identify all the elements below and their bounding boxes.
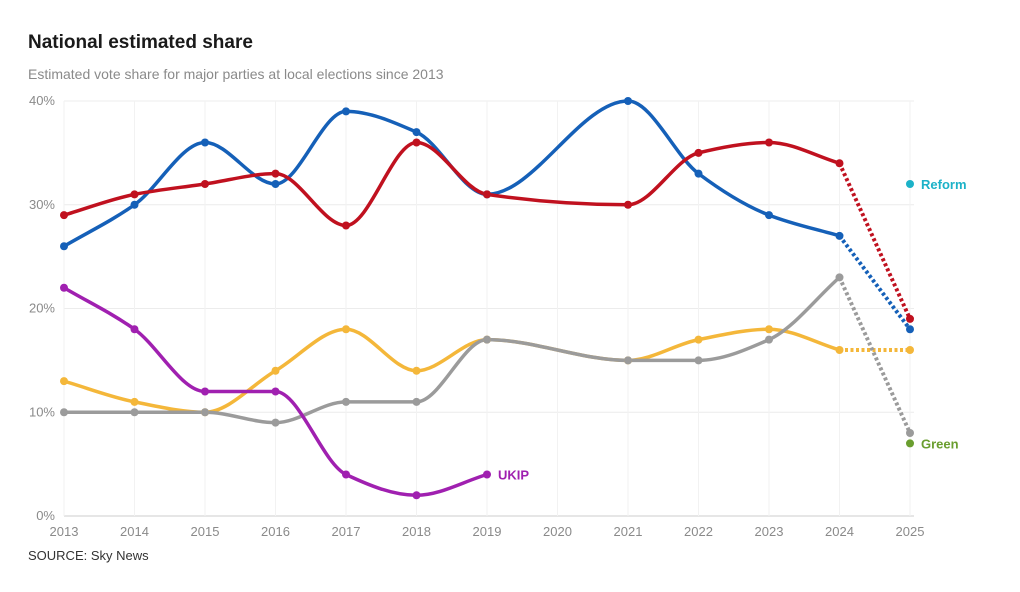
series-line-conservative [62,99,842,248]
data-point-others [201,408,209,417]
data-point-others [624,356,632,365]
series-projection-others [837,276,912,434]
series-line-others [62,275,842,425]
axes: 0% 10% 20% 30% 40% 2013 2014 2015 2016 2017 2018 20… [29,93,924,539]
data-point-labour [765,138,773,147]
data-point-conservative [412,128,421,137]
data-point-liberal-democrat [60,377,68,386]
y-tick-label: 0% [36,508,55,523]
data-point-ukip [271,387,280,396]
data-point-green [906,439,914,448]
x-tick-label: 2022 [684,524,713,539]
data-point-conservative [60,242,68,251]
series-labels: UKIP Reform Green [498,177,967,483]
data-point-ukip [201,387,209,396]
data-point-liberal-democrat [271,366,280,375]
gridlines [63,100,914,517]
chart-title: National estimated share [28,32,253,53]
x-tick-label: 2023 [755,524,784,539]
data-point-conservative [835,231,844,240]
y-tick-label: 40% [29,93,55,108]
x-tick-label: 2013 [50,524,79,539]
data-point-others [906,429,914,437]
data-point-labour [342,221,350,230]
chart-subtitle: Estimated vote share for major parties a… [28,66,444,82]
x-tick-label: 2018 [402,524,431,539]
data-point-labour [624,200,632,209]
data-point-ukip [483,470,491,479]
data-point-labour [60,211,68,220]
data-point-conservative [130,200,139,209]
x-tick-label: 2019 [473,524,502,539]
data-point-labour [694,148,703,157]
data-point-labour [412,138,421,147]
data-point-liberal-democrat [835,346,844,354]
data-point-others [271,418,280,427]
series-label-reform: Reform [921,177,967,192]
data-point-labour [201,180,209,188]
x-tick-label: 2021 [614,524,643,539]
x-tick-label: 2024 [825,524,854,539]
data-point-others [342,397,350,406]
series-label-ukip: UKIP [498,468,529,483]
series-label-green: Green [921,436,959,451]
y-tick-label: 30% [29,197,55,212]
data-point-conservative [271,180,280,188]
data-point-liberal-democrat [906,346,914,354]
data-point-others [412,397,421,406]
x-tick-label: 2017 [332,524,361,539]
series-projection-labour [837,162,912,320]
data-point-labour [906,314,914,323]
x-tick-label: 2025 [896,524,925,539]
data-point-conservative [342,107,350,116]
data-point-labour [483,190,491,199]
x-tick-label: 2015 [191,524,220,539]
data-point-others [483,335,491,344]
x-tick-label: 2016 [261,524,290,539]
y-tick-label: 10% [29,404,55,419]
x-tick-label: 2014 [120,524,149,539]
data-point-ukip [412,491,421,500]
data-point-others [835,273,844,282]
y-tick-label: 20% [29,301,55,316]
data-point-conservative [694,169,703,178]
data-point-liberal-democrat [342,325,350,334]
data-point-ukip [342,470,350,479]
source-note: SOURCE: Sky News [28,548,149,563]
data-point-others [130,408,139,417]
data-point-conservative [201,138,209,147]
data-point-conservative [624,97,632,105]
x-tick-label: 2020 [543,524,572,539]
data-point-conservative [765,211,773,220]
data-point-others [694,356,703,365]
series-projection-conservative [837,234,912,331]
data-point-labour [835,159,844,168]
data-point-liberal-democrat [412,366,421,375]
data-point-ukip [130,325,139,334]
data-point-labour [130,190,139,199]
data-point-others [60,408,68,417]
data-point-liberal-democrat [694,335,703,344]
data-point-ukip [60,283,68,292]
data-point-reform [906,180,914,188]
data-points [60,97,914,500]
data-point-liberal-democrat [130,397,139,406]
data-point-liberal-democrat [765,325,773,334]
data-point-others [765,335,773,344]
data-point-labour [271,169,280,178]
data-point-conservative [906,325,914,334]
